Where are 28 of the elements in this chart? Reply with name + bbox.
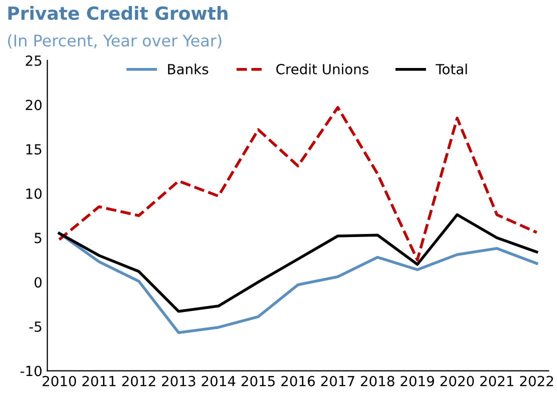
line-series: [58, 106, 538, 262]
x-tick-label: 2011: [82, 376, 116, 386]
x-tick-label: 2015: [242, 376, 275, 386]
line-series: [58, 213, 538, 313]
y-tick-label: 10: [26, 188, 42, 199]
chart-title: Private Credit Growth: [8, 6, 228, 20]
legend-label: Credit Unions: [276, 64, 368, 74]
x-tick-label: 2018: [360, 376, 394, 386]
legend-label: Banks: [168, 64, 208, 74]
y-tick-label: -10: [20, 366, 42, 376]
legend-label: Total: [436, 64, 467, 74]
y-tick-label: 15: [26, 144, 42, 155]
x-tick-label: 2012: [122, 376, 156, 386]
x-tick-label: 2017: [321, 376, 354, 386]
x-tick-label: 2020: [440, 376, 474, 386]
x-tick-label: 2014: [202, 376, 236, 386]
x-tick-label: 2019: [400, 376, 434, 386]
y-tick-label: 5: [34, 232, 42, 244]
x-tick-label: 2021: [480, 376, 514, 386]
x-tick-label: 2010: [42, 376, 76, 386]
chart-subtitle: (In Percent, Year over Year): [8, 34, 222, 48]
y-tick-label: -5: [29, 322, 42, 332]
y-tick-label: 20: [26, 100, 42, 110]
x-tick-label: 2016: [281, 376, 315, 386]
x-tick-label: 2022: [520, 376, 553, 386]
y-tick-label: 0: [34, 277, 42, 288]
x-tick-label: 2013: [162, 376, 196, 386]
y-tick-label: 25: [26, 55, 42, 66]
